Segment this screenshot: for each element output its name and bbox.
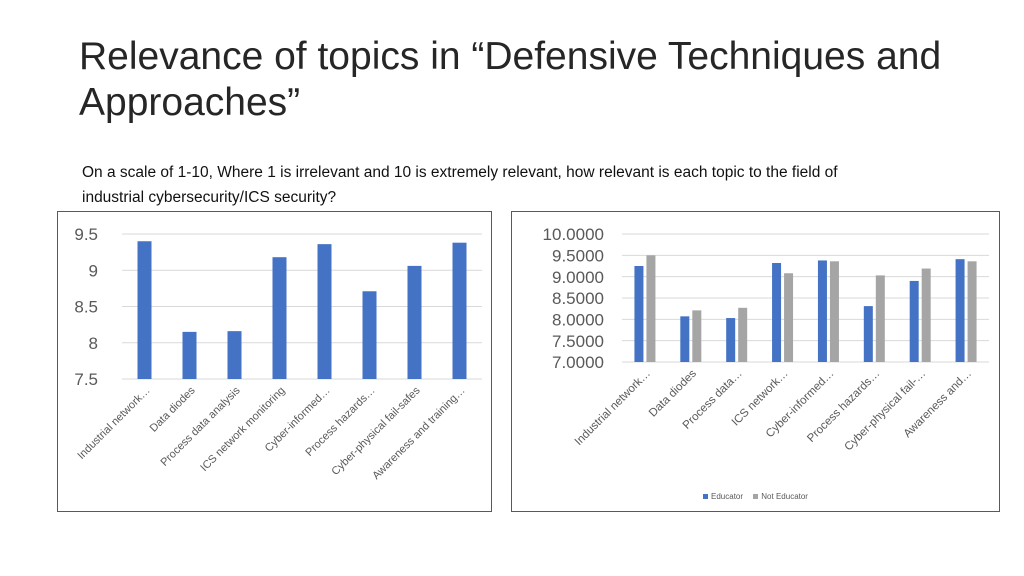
chart2-bar <box>967 261 977 362</box>
legend-label-not-educator: Not Educator <box>761 492 808 501</box>
legend-label-educator: Educator <box>711 492 744 501</box>
chart2-category-label: Industrial network… <box>573 368 653 448</box>
chart2-bar <box>680 316 690 362</box>
chart1-y-tick-label: 8.5 <box>74 298 98 317</box>
chart2-bar <box>863 306 873 362</box>
chart1-category-label: Awareness and training… <box>370 385 467 482</box>
chart1-y-tick-label: 8 <box>89 334 98 353</box>
chart1-category-label: Process data analysis <box>158 384 242 468</box>
chart1-bar <box>227 331 242 379</box>
chart2-bar <box>955 259 965 362</box>
chart1-y-tick-label: 9.5 <box>74 225 98 244</box>
chart-educator-comparison: 10.0000 9.5000 9.0000 8.5000 8.0000 7.5000 7.0… <box>511 211 1000 512</box>
slide-title: Relevance of topics in “Defensive Techni… <box>79 35 942 124</box>
chart2-bar <box>829 261 839 362</box>
legend-swatch-educator <box>703 494 709 499</box>
chart-overall-relevance: 9.5 9 8.5 8 7.5 Industrial network… Data diode… <box>57 211 492 512</box>
legend-item-educator: Educator <box>703 492 743 501</box>
chart1-y-tick-label: 7.5 <box>74 370 98 389</box>
chart2-bar <box>692 310 702 362</box>
chart1-bar <box>362 291 377 379</box>
slide-subtitle: On a scale of 1-10, Where 1 is irrelevan… <box>82 164 838 206</box>
chart-comparison-svg: 10.0000 9.5000 9.0000 8.5000 8.0000 7.5000 7.0… <box>543 225 989 454</box>
chart2-bar <box>875 275 885 362</box>
chart2-bar <box>784 273 794 362</box>
chart-legend: Educator Not Educator <box>512 492 999 501</box>
chart2-bar <box>726 318 736 362</box>
chart2-category-label: Cyber-physical fail-… <box>843 368 929 454</box>
legend-swatch-not-educator <box>753 494 759 499</box>
chart2-bar <box>909 280 919 362</box>
chart2-y-tick-label: 8.0000 <box>552 310 604 329</box>
chart2-bar <box>738 307 748 362</box>
chart2-y-tick-label: 7.5000 <box>552 332 604 351</box>
chart2-bar <box>817 260 827 362</box>
chart1-bar <box>407 265 422 379</box>
chart2-y-tick-label: 10.0000 <box>543 225 604 244</box>
chart1-category-label: Industrial network… <box>75 385 152 462</box>
chart2-y-tick-label: 9.0000 <box>552 268 604 287</box>
legend-item-not-educator: Not Educator <box>753 492 808 501</box>
chart2-y-tick-label: 7.0000 <box>552 353 604 372</box>
chart1-category-label: Cyber-physical fail-safes <box>329 384 423 478</box>
chart1-bar <box>272 257 287 379</box>
chart1-y-tick-label: 9 <box>89 261 98 280</box>
chart1-bar <box>137 241 152 379</box>
chart1-bar <box>317 244 332 379</box>
chart2-y-tick-label: 9.5000 <box>552 246 604 265</box>
chart2-bar <box>772 263 782 362</box>
chart2-y-tick-label: 8.5000 <box>552 289 604 308</box>
chart2-bar <box>634 266 644 362</box>
chart2-bar <box>921 268 931 362</box>
chart2-bar <box>646 255 656 362</box>
chart1-bar <box>452 242 467 379</box>
chart1-bar <box>182 331 197 379</box>
chart1-category-label: ICS network monitoring <box>198 385 287 474</box>
